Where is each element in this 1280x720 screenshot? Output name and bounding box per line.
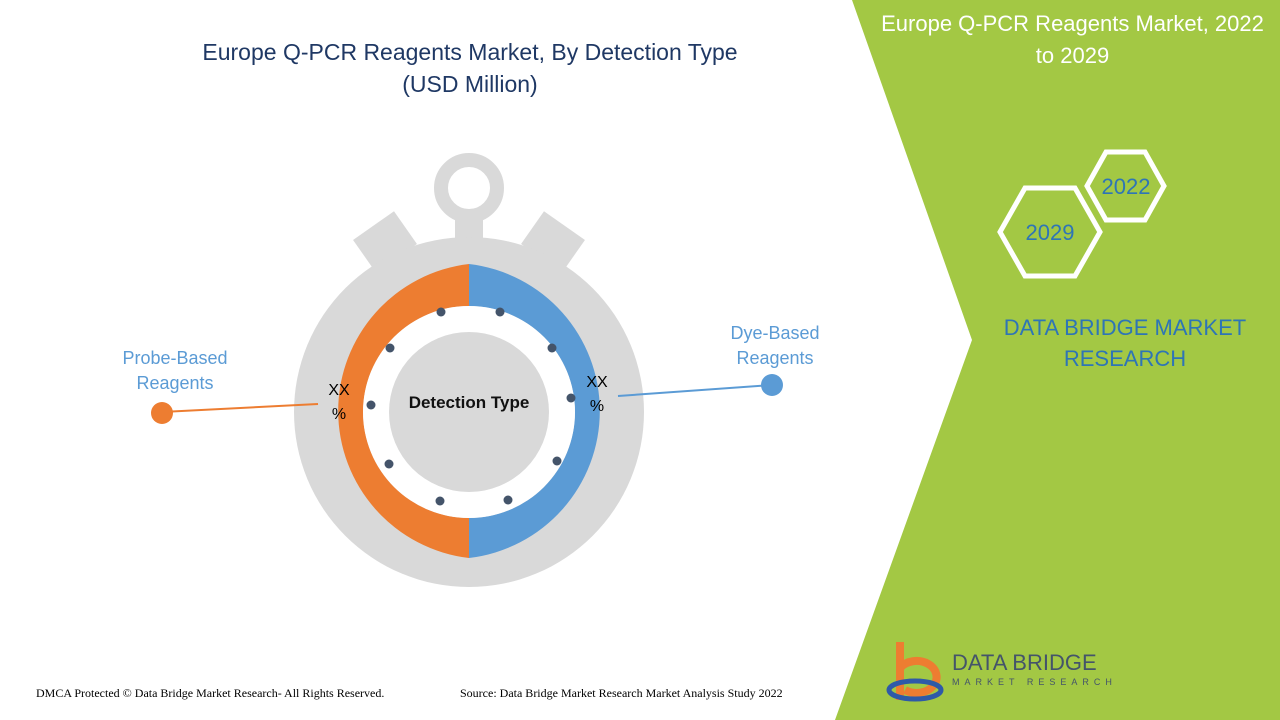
brand: DATA BRIDGE MARKET RESEARCH xyxy=(1003,315,1247,371)
chart-title: Europe Q-PCR Reagents Market, By Detecti… xyxy=(150,36,790,100)
leader-line xyxy=(161,403,319,413)
logo-mark xyxy=(886,678,944,702)
value-label: XX % xyxy=(586,374,608,415)
segment-label: Dye-Based Reagents xyxy=(730,323,820,368)
panel-title: Europe Q-PCR Reagents Market, 2022 to 20… xyxy=(881,11,1264,68)
watch-button xyxy=(353,211,417,273)
watch-button xyxy=(521,211,585,273)
source: Source: Data Bridge Market Research Mark… xyxy=(460,686,783,700)
hexagon xyxy=(1084,149,1167,223)
subtitle: (USD Million) xyxy=(402,71,538,97)
logo-mark xyxy=(896,642,941,700)
center-label: Detection Type xyxy=(408,393,530,412)
leader-dot xyxy=(151,402,173,424)
title: Europe Q-PCR Reagents Market, By Detecti… xyxy=(202,39,738,65)
segment-dye xyxy=(469,264,600,558)
copyright: DMCA Protected © Data Bridge Market Rese… xyxy=(36,686,385,700)
logo-name: DATA BRIDGE xyxy=(952,650,1097,675)
logo-tagline: MARKET RESEARCH xyxy=(952,677,1117,687)
green-panel xyxy=(835,0,1280,720)
center-disc xyxy=(389,332,549,492)
dots xyxy=(366,307,576,506)
value-label: XX % xyxy=(328,382,350,423)
year: 2022 xyxy=(1101,174,1151,199)
hexagon xyxy=(997,185,1103,279)
watch-knob xyxy=(434,153,504,223)
leader-line xyxy=(617,384,773,397)
watch-neck xyxy=(455,210,483,240)
segment-label: Probe-Based Reagents xyxy=(122,348,228,393)
segment-probe xyxy=(338,264,469,558)
leader-dot xyxy=(761,374,783,396)
year: 2029 xyxy=(1025,220,1075,245)
